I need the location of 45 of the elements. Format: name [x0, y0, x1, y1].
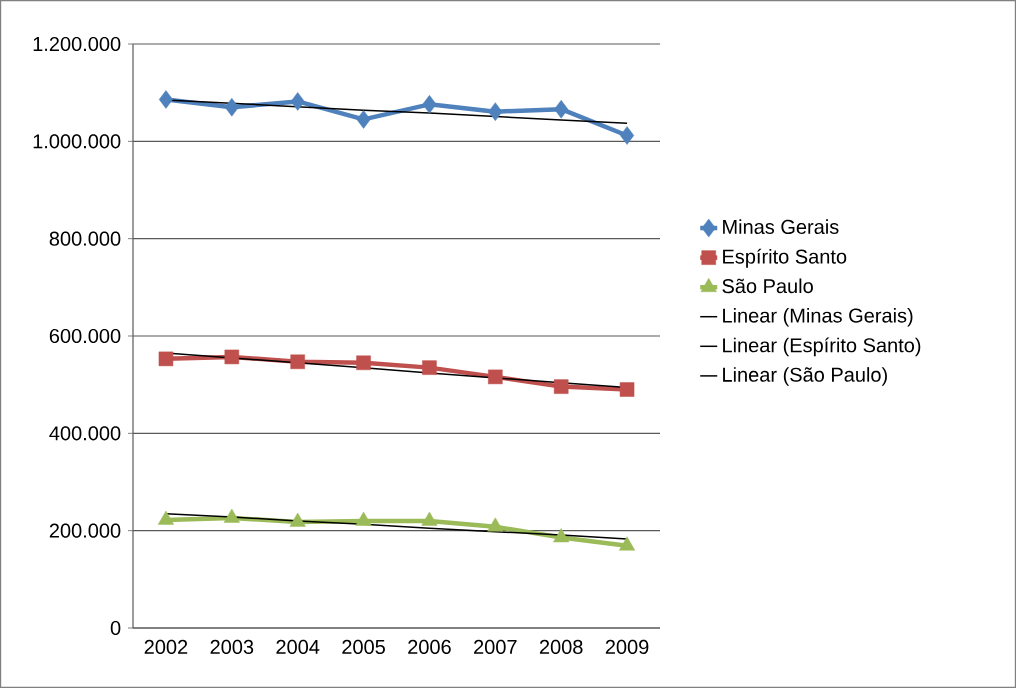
x-tick-label: 2008 [539, 639, 583, 655]
legend-label: Minas Gerais [723, 219, 839, 234]
point [224, 98, 239, 117]
point [355, 511, 372, 526]
point [619, 382, 635, 397]
point [356, 110, 371, 129]
point [157, 510, 174, 525]
point [224, 349, 240, 365]
point [421, 511, 438, 526]
y-tick-label: 1.200.000 [33, 36, 121, 52]
x-tick-label: 2002 [144, 639, 188, 655]
point [619, 536, 636, 551]
point [422, 95, 437, 114]
y-tick-label: 0 [110, 620, 121, 636]
point [290, 354, 305, 370]
point [158, 351, 174, 367]
legend-label: Linear (Espírito Santo) [723, 337, 921, 357]
point [553, 379, 569, 394]
point [290, 92, 305, 111]
y-tick-label: 200.000 [49, 523, 121, 538]
x-tick-label: 2006 [408, 639, 451, 655]
point [554, 99, 569, 119]
point [487, 517, 504, 532]
point [158, 90, 173, 109]
x-tick-label: 2003 [210, 639, 254, 655]
x-tick-label: 2007 [474, 639, 517, 655]
y-tick-label: 800.000 [49, 231, 121, 246]
x-tick-label: 2009 [605, 639, 649, 655]
legend-label: Espírito Santo [723, 248, 847, 268]
y-tick-label: 600.000 [49, 328, 121, 344]
point [488, 102, 503, 121]
legend-label: São Paulo [722, 278, 813, 294]
x-tick-label: 2004 [276, 639, 320, 655]
y-tick-label: 1.000.000 [33, 134, 121, 149]
point [422, 360, 437, 375]
point [289, 512, 306, 527]
legend-label: Linear (São Paulo) [723, 367, 887, 386]
y-tick-label: 400.000 [49, 426, 121, 441]
point [356, 355, 371, 371]
point [223, 508, 240, 523]
legend-label: Linear (Minas Gerais) [723, 307, 913, 327]
point [488, 369, 503, 385]
x-tick-label: 2005 [342, 639, 385, 655]
point [620, 126, 635, 145]
point [553, 528, 570, 543]
